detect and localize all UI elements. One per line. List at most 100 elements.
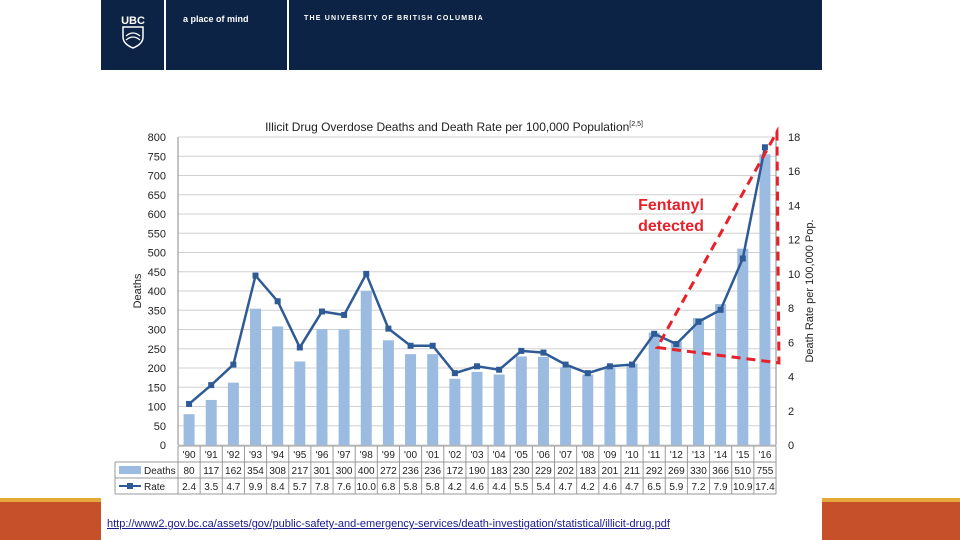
x-tick-label: '91 [205,450,218,461]
deaths-data-label: 183 [579,466,596,477]
rate-point [385,325,392,332]
source-link[interactable]: http://www2.gov.bc.ca/assets/gov/public-… [107,518,670,530]
deaths-data-label: 190 [469,466,486,477]
rate-point [518,347,525,354]
deaths-data-label: 272 [380,466,397,477]
rate-point [761,144,768,151]
rate-data-label: 9.9 [249,482,263,493]
rate-point [673,341,680,348]
rate-data-label: 7.9 [714,482,728,493]
header-bar: UBC a place of mind THE UNIVERSITY OF BR… [101,0,822,70]
data-table: '90 '91 '92 '93 '94 '95 '96 '97 '98 '99 '00 '01 '02 '… [114,445,777,495]
deaths-data-label: 211 [624,466,640,477]
rate-point [407,342,414,349]
x-tick-label: '13 [692,450,705,461]
y-tick-label: 650 [148,190,166,202]
bar [715,304,727,445]
x-tick-label: '12 [670,450,683,461]
overdose-chart: Illicit Drug Overdose Deaths and Death R… [114,120,816,495]
x-tick-label: '08 [581,450,594,461]
deaths-data-label: 755 [757,466,774,477]
y-tick-label: 550 [148,228,166,240]
legend-rate-label: Rate [144,482,166,493]
rate-point [296,344,303,351]
bar [737,248,749,445]
rate-point [629,361,636,368]
y2-tick-label: 14 [788,200,800,212]
x-tick-label: '11 [648,450,661,461]
deaths-data-label: 269 [668,466,685,477]
bar [427,354,439,445]
y-tick-label: 0 [160,440,166,452]
y-tick-label: 700 [148,171,166,183]
bar [183,414,195,445]
deaths-data-label: 301 [314,466,331,477]
y-tick-label: 100 [148,402,166,414]
deaths-data-label: 201 [602,466,619,477]
y-tick-label: 300 [148,325,166,337]
bar [582,374,594,445]
y2-tick-label: 10 [788,269,800,281]
y-tick-label: 350 [148,305,166,317]
rate-point [562,361,569,368]
rate-data-label: 8.4 [271,482,285,493]
rate-point [540,349,547,356]
x-tick-label: '02 [448,450,461,461]
chart-title: Illicit Drug Overdose Deaths and Death R… [265,120,643,134]
rate-data-label: 4.6 [603,482,617,493]
rate-point [318,308,325,315]
rate-point [230,361,237,368]
y-tick-label: 250 [148,344,166,356]
deaths-data-label: 400 [358,466,375,477]
bar [227,382,239,445]
x-tick-label: '04 [493,450,506,461]
deaths-data-label: 236 [424,466,441,477]
bar [537,356,549,445]
deaths-data-label: 80 [184,466,196,477]
y2-tick-label: 4 [788,372,794,384]
bar [338,329,350,445]
y-tick-label: 450 [148,267,166,279]
y-tick-label: 800 [148,132,166,144]
deaths-data-label: 183 [491,466,508,477]
rate-data-label: 4.7 [226,482,240,493]
rate-point [651,330,658,337]
y2-tick-label: 8 [788,303,794,315]
annotation-text: Fentanyl [638,197,704,214]
bar [692,317,704,445]
legend-deaths-swatch [119,466,141,474]
rate-data-label: 5.4 [536,482,550,493]
y2-tick-label: 16 [788,166,800,178]
deaths-data-label: 510 [734,466,751,477]
rate-data-label: 7.8 [315,482,329,493]
y2-axis-label: Death Rate per 100,000 Pop. [804,219,816,362]
deaths-data-label: 172 [447,466,464,477]
rate-line-series [186,144,768,407]
rate-data-label: 4.4 [492,482,506,493]
y-tick-label: 50 [154,421,166,433]
x-tick-label: '95 [293,450,306,461]
y-tick-label: 750 [148,151,166,163]
rate-point [695,318,702,325]
bar [382,340,394,445]
y-axis-label: Deaths [132,273,144,308]
rate-point [717,306,724,313]
rate-point [496,366,503,373]
deaths-data-label: 236 [402,466,419,477]
deaths-data-label: 292 [646,466,663,477]
rate-point [186,400,193,407]
x-tick-label: '05 [515,450,528,461]
bar [515,356,527,445]
rate-point [606,363,613,370]
rate-data-label: 6.8 [381,482,395,493]
deaths-data-label: 229 [535,466,552,477]
rate-point [474,363,480,370]
x-tick-label: '00 [404,450,417,461]
bar [294,361,306,445]
rate-data-label: 5.8 [404,482,418,493]
x-tick-label: '93 [249,450,262,461]
bar [250,308,262,445]
rate-data-label: 3.5 [204,482,218,493]
y-axis-left: 0 50 100 150 200 250 300 350 400 450 500 550 600 650 7… [148,132,166,452]
rate-point [584,370,591,377]
